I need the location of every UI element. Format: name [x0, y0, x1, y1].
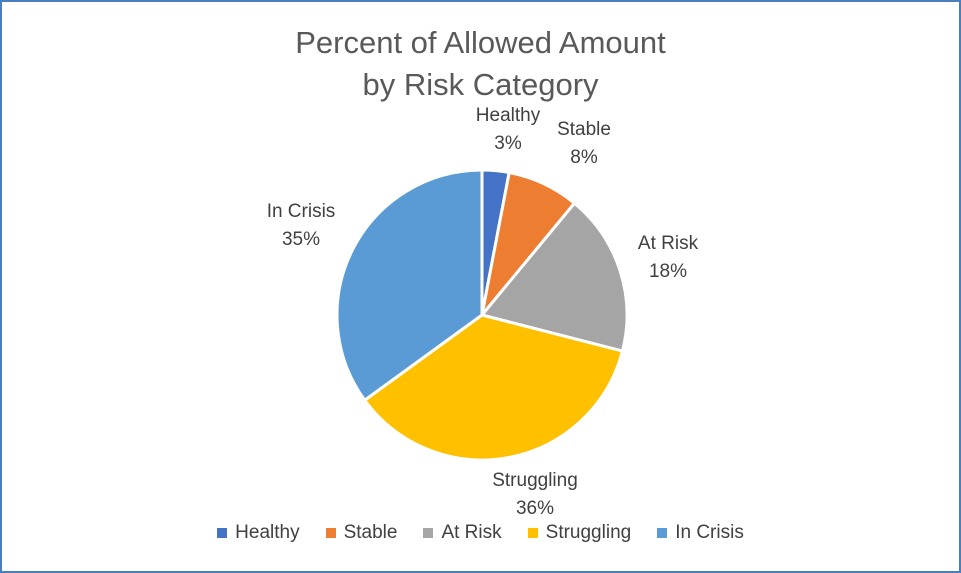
data-label-category-stable: Stable	[557, 119, 611, 140]
legend-item-in-crisis: In Crisis	[657, 522, 744, 544]
legend-label-at-risk: At Risk	[441, 522, 502, 543]
legend-label-healthy: Healthy	[235, 522, 300, 543]
chart-legend: Healthy Stable At Risk Struggling In Crisis	[0, 522, 961, 544]
chart-title: Percent of Allowed Amount by Risk Catego…	[0, 22, 961, 106]
pie-slice-struggling	[362, 313, 625, 462]
data-label-percent-healthy: 3%	[494, 133, 522, 154]
data-label-category-in-crisis: In Crisis	[267, 201, 336, 222]
legend-swatch-at-risk	[423, 528, 434, 538]
data-label-percent-struggling: 36%	[516, 498, 554, 519]
data-label-category-at-risk: At Risk	[638, 233, 699, 254]
legend-swatch-in-crisis	[657, 528, 668, 538]
legend-item-healthy: Healthy	[217, 522, 300, 544]
legend-swatch-healthy	[217, 528, 228, 538]
data-label-category-struggling: Struggling	[492, 470, 578, 491]
legend-label-stable: Stable	[343, 522, 398, 543]
pie-data-labels: Healthy 3% Stable 8% At Risk 18% Struggling 36%…	[267, 105, 699, 519]
legend-label-in-crisis: In Crisis	[675, 522, 744, 543]
legend-label-struggling: Struggling	[545, 522, 632, 543]
legend-item-stable: Stable	[325, 522, 398, 544]
legend-swatch-stable	[325, 528, 336, 538]
pie-slice-in-crisis	[335, 168, 484, 403]
pie-slice-at-risk	[479, 201, 629, 353]
chart-title-line-1: Percent of Allowed Amount	[295, 25, 666, 60]
data-label-percent-stable: 8%	[570, 147, 598, 168]
legend-item-at-risk: At Risk	[423, 522, 502, 544]
pie-slices	[335, 168, 629, 462]
data-label-category-healthy: Healthy	[476, 105, 541, 126]
legend-item-struggling: Struggling	[527, 522, 632, 544]
data-label-percent-in-crisis: 35%	[282, 229, 320, 250]
data-label-percent-at-risk: 18%	[649, 261, 687, 282]
legend-swatch-struggling	[527, 528, 538, 538]
chart-title-line-2: by Risk Category	[362, 67, 599, 102]
